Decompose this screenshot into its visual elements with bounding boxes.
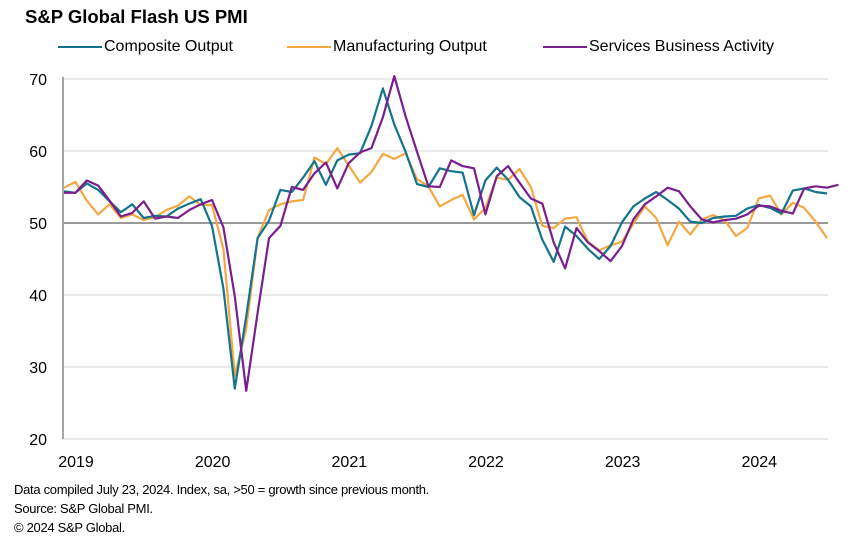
footer-note: Data compiled July 23, 2024. Index, sa, … [14, 482, 429, 497]
chart-legend: Composite Output Manufacturing Output Se… [0, 38, 851, 62]
legend-item-services: Services Business Activity [543, 38, 774, 56]
chart-title: S&P Global Flash US PMI [25, 6, 248, 27]
y-tick-label: 70 [29, 72, 47, 89]
x-tick-label: 2023 [605, 454, 641, 471]
chart-footer: Data compiled July 23, 2024. Index, sa, … [14, 480, 429, 537]
legend-label-composite: Composite Output [104, 38, 233, 55]
x-tick-label: 2024 [741, 454, 777, 471]
series-line-composite-output [63, 87, 828, 390]
legend-label-manufacturing: Manufacturing Output [333, 38, 487, 55]
x-tick-label: 2019 [58, 454, 94, 471]
x-tick-label: 2022 [468, 454, 504, 471]
legend-swatch-manufacturing [287, 46, 331, 48]
x-tick-label: 2020 [195, 454, 231, 471]
legend-label-services: Services Business Activity [589, 38, 774, 55]
legend-item-manufacturing: Manufacturing Output [287, 38, 487, 56]
series-line-services-business-activity [64, 74, 839, 392]
y-tick-label: 50 [29, 216, 47, 233]
series-line-manufacturing-output [63, 147, 828, 377]
y-tick-label: 60 [29, 144, 47, 161]
x-tick-label: 2021 [332, 454, 368, 471]
y-tick-label: 20 [29, 432, 47, 449]
y-tick-label: 30 [29, 360, 47, 377]
footer-copyright: © 2024 S&P Global. [14, 520, 125, 535]
legend-item-composite: Composite Output [58, 38, 233, 56]
legend-swatch-services [543, 46, 587, 48]
legend-swatch-composite [58, 46, 102, 48]
footer-source: Source: S&P Global PMI. [14, 501, 153, 516]
y-tick-label: 40 [29, 288, 47, 305]
